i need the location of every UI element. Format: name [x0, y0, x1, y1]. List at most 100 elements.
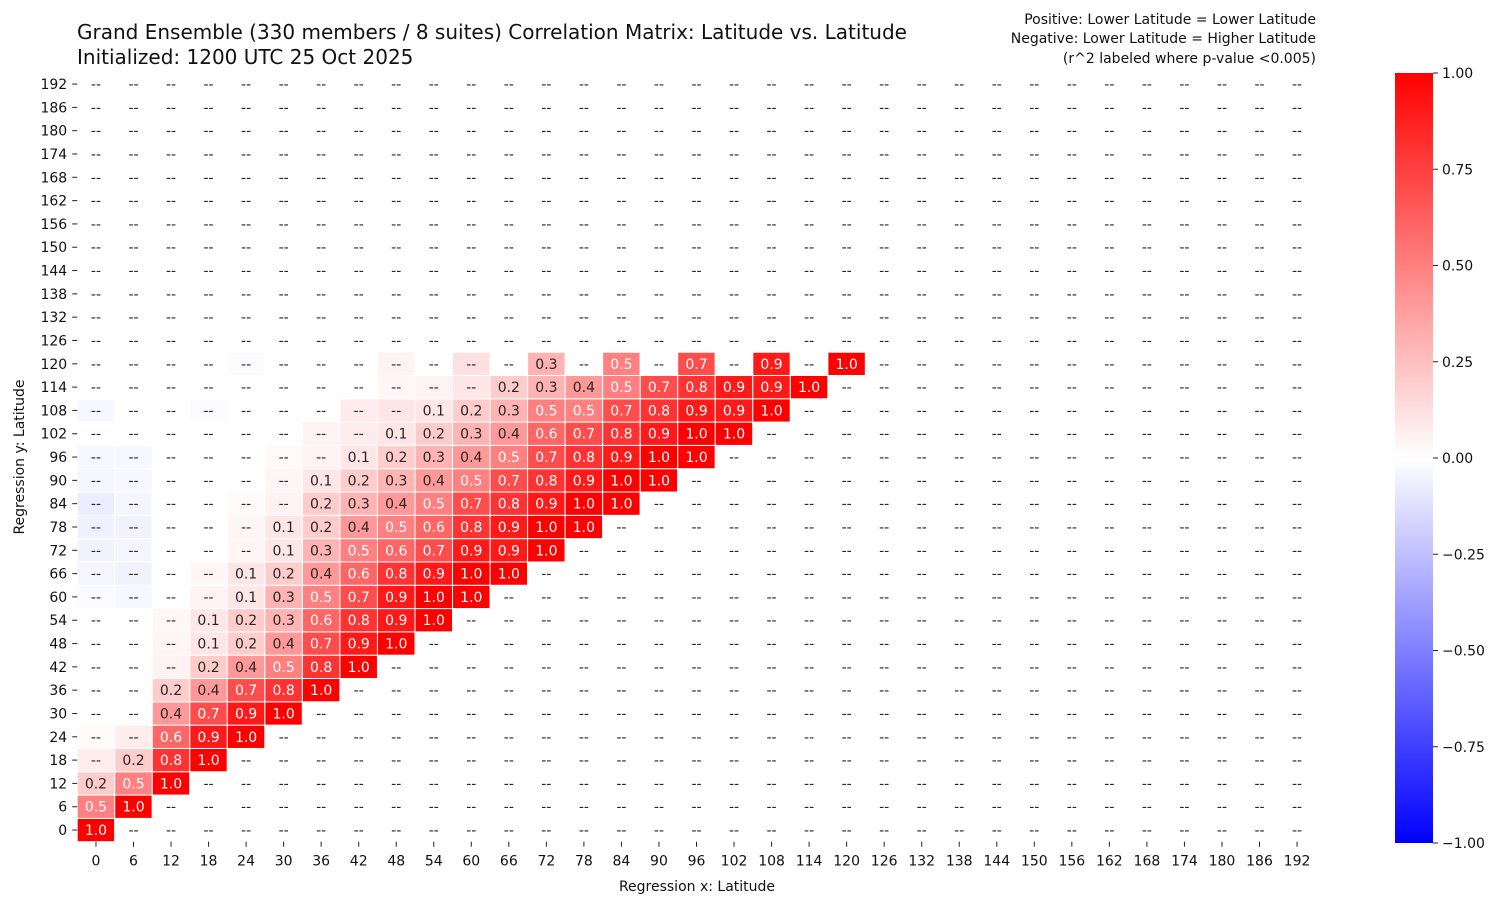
cell-label: --: [1142, 264, 1152, 280]
cell-label: --: [579, 660, 589, 676]
cell-label: --: [128, 264, 138, 280]
y-tick-label: 42: [49, 660, 67, 676]
cell-label: --: [954, 147, 964, 163]
cell-label: --: [1254, 520, 1264, 536]
cell-label: --: [954, 497, 964, 513]
cell-label: --: [1104, 473, 1114, 489]
cell-label: --: [391, 380, 401, 396]
cell-label: --: [767, 543, 777, 559]
cell-label: --: [241, 240, 251, 256]
cell-label: 0.7: [648, 380, 670, 396]
cell-label: --: [91, 357, 101, 373]
cell-label: --: [1067, 473, 1077, 489]
cell-label: --: [1142, 77, 1152, 93]
cell-label: --: [654, 147, 664, 163]
cell-label: 0.7: [310, 637, 332, 653]
cell-label: --: [1179, 776, 1189, 792]
cell-label: --: [1067, 800, 1077, 816]
cell-label: --: [279, 194, 289, 210]
cell-label: --: [1104, 77, 1114, 93]
cell-label: --: [466, 77, 476, 93]
cell-label: --: [241, 333, 251, 349]
cell-label: --: [1104, 450, 1114, 466]
y-tick-label: 66: [49, 567, 67, 583]
cell-label: --: [992, 776, 1002, 792]
annotation-pvalue: (r^2 labeled where p-value <0.005): [1063, 51, 1316, 67]
cell-label: --: [1254, 637, 1264, 653]
cell-label: --: [917, 357, 927, 373]
cell-label: --: [1179, 264, 1189, 280]
cell-label: --: [616, 660, 626, 676]
cell-label: --: [842, 497, 852, 513]
cell-label: --: [616, 800, 626, 816]
cell-label: --: [917, 753, 927, 769]
cell-label: 0.3: [460, 427, 482, 443]
y-tick-label: 36: [49, 683, 67, 699]
cell-label: --: [241, 264, 251, 280]
cell-label: --: [992, 217, 1002, 233]
cell-label: --: [316, 333, 326, 349]
cell-label: --: [691, 823, 701, 839]
cell-label: --: [1029, 77, 1039, 93]
cell-label: --: [316, 147, 326, 163]
cell-label: --: [1217, 427, 1227, 443]
cell-label: --: [767, 823, 777, 839]
cell-label: --: [917, 660, 927, 676]
cell-label: --: [1142, 170, 1152, 186]
cell-label: --: [1254, 613, 1264, 629]
cell-label: --: [1217, 450, 1227, 466]
cell-label: --: [879, 77, 889, 93]
cell-label: --: [616, 240, 626, 256]
cell-label: --: [429, 730, 439, 746]
cell-label: --: [354, 427, 364, 443]
cell-label: --: [1292, 77, 1302, 93]
cell-label: --: [616, 613, 626, 629]
cell-label: 0.5: [610, 380, 632, 396]
cell-label: --: [992, 590, 1002, 606]
cell-label: --: [166, 427, 176, 443]
cell-label: --: [654, 776, 664, 792]
cell-label: --: [541, 147, 551, 163]
cell-label: 0.2: [348, 473, 370, 489]
cell-label: --: [279, 403, 289, 419]
cell-label: 0.5: [423, 497, 445, 513]
cell-label: --: [654, 590, 664, 606]
cell-label: --: [1292, 170, 1302, 186]
cell-label: --: [691, 637, 701, 653]
cell-label: 0.5: [348, 543, 370, 559]
cell-label: --: [241, 427, 251, 443]
y-tick-label: 96: [49, 450, 67, 466]
cell-label: --: [1217, 637, 1227, 653]
cell-label: --: [166, 660, 176, 676]
cell-label: 1.0: [685, 450, 707, 466]
cell-label: --: [842, 124, 852, 140]
cell-label: --: [992, 380, 1002, 396]
cell-label: --: [166, 194, 176, 210]
cell-label: --: [1104, 730, 1114, 746]
cell-label: --: [954, 543, 964, 559]
cell-label: --: [279, 333, 289, 349]
cell-label: --: [879, 380, 889, 396]
cell-label: --: [579, 333, 589, 349]
cell-label: --: [241, 823, 251, 839]
cell-label: --: [804, 147, 814, 163]
cell-label: --: [767, 800, 777, 816]
cell-label: --: [204, 497, 214, 513]
cell-label: --: [1067, 823, 1077, 839]
cell-label: --: [729, 520, 739, 536]
cell-label: --: [804, 730, 814, 746]
cell-label: --: [166, 147, 176, 163]
cell-label: --: [1029, 124, 1039, 140]
cell-label: --: [1179, 567, 1189, 583]
cell-label: --: [842, 450, 852, 466]
cell-label: --: [1142, 217, 1152, 233]
cell-label: --: [241, 194, 251, 210]
cell-label: --: [1104, 240, 1114, 256]
cell-label: --: [429, 776, 439, 792]
cell-label: --: [1067, 450, 1077, 466]
cell-label: --: [879, 264, 889, 280]
cell-label: --: [204, 310, 214, 326]
cell-label: 0.7: [685, 357, 707, 373]
cell-label: --: [91, 450, 101, 466]
cell-label: --: [729, 450, 739, 466]
